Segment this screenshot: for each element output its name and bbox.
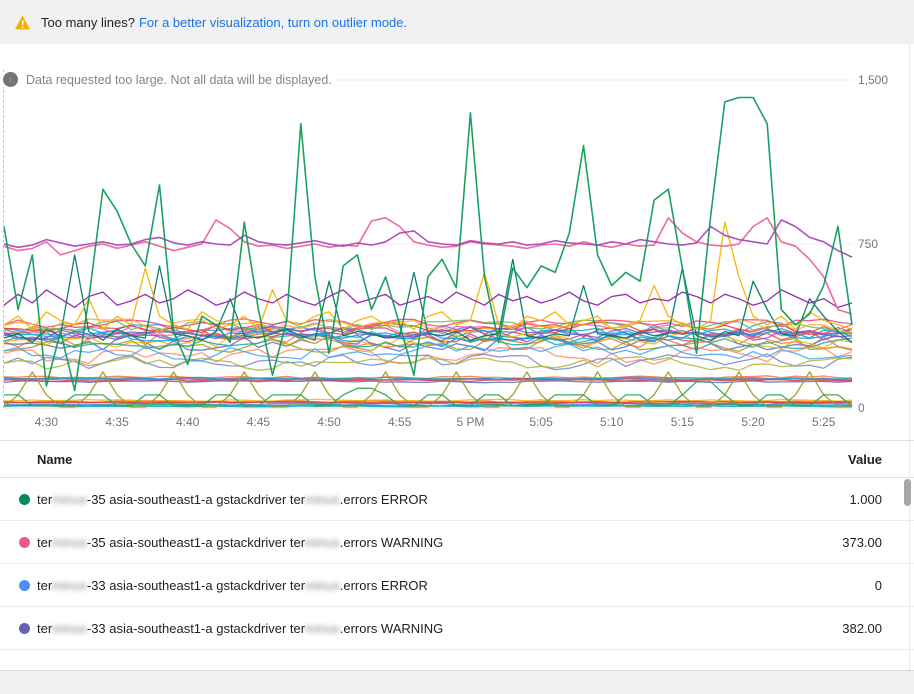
- series-value: 373.00: [842, 534, 882, 550]
- x-tick-label: 4:40: [176, 415, 200, 429]
- legend-table-body: terminus-35 asia-southeast1-a gstackdriv…: [0, 478, 914, 650]
- series-color-dot: [19, 622, 30, 634]
- notice-text: Data requested too large. Not all data w…: [26, 72, 332, 87]
- legend-table-header: Name Value: [0, 441, 914, 478]
- scrollbar-thumb[interactable]: [904, 479, 911, 506]
- redacted-text: minus: [52, 534, 87, 550]
- chart-canvas[interactable]: [0, 78, 900, 412]
- redacted-text: minus: [52, 577, 87, 593]
- redacted-text: minus: [305, 620, 340, 636]
- legend-row[interactable]: terminus-35 asia-southeast1-a gstackdriv…: [0, 521, 914, 564]
- chart-line: [3, 328, 853, 345]
- x-tick-label: 5:05: [529, 415, 553, 429]
- legend-table: Name Value terminus-35 asia-southeast1-a…: [0, 440, 914, 671]
- chart-line: [3, 327, 853, 350]
- data-size-notice: i Data requested too large. Not all data…: [3, 72, 338, 87]
- x-tick-label: 4:35: [105, 415, 129, 429]
- x-tick-label: 4:30: [34, 415, 59, 429]
- series-value: 0: [874, 577, 882, 593]
- legend-row[interactable]: terminus-35 asia-southeast1-a gstackdriv…: [0, 478, 914, 521]
- series-color-dot: [19, 579, 30, 591]
- series-name: terminus-35 asia-southeast1-a gstackdriv…: [37, 534, 444, 550]
- x-axis-labels: 4:30 4:35 4:40 4:45 4:50 4:55 5 PM 5:05 5:10 5:15…: [0, 415, 914, 431]
- name-column-header: Name: [37, 451, 73, 467]
- x-tick-label: 4:50: [317, 415, 341, 429]
- chart-line: [3, 331, 853, 349]
- chart-line: [4, 381, 853, 407]
- series-name: terminus-33 asia-southeast1-a gstackdriv…: [37, 620, 444, 636]
- chart-line: [3, 289, 853, 309]
- bottom-gutter: [0, 671, 914, 694]
- legend-row[interactable]: terminus-33 asia-southeast1-a gstackdriv…: [0, 607, 914, 650]
- chart-line: [3, 318, 853, 329]
- chart-line: [3, 96, 853, 392]
- chart-line: [3, 219, 853, 258]
- info-icon: i: [3, 72, 18, 87]
- chart-line: [3, 378, 853, 382]
- series-value: 382.00: [842, 620, 882, 636]
- warning-banner: Too many lines? For a better visualizati…: [0, 0, 914, 44]
- redacted-text: minus: [305, 491, 340, 507]
- chart-line: [3, 217, 853, 315]
- chart-line: [3, 343, 853, 362]
- redacted-text: minus: [52, 491, 87, 507]
- outlier-mode-link[interactable]: For a better visualization, turn on outl…: [138, 14, 408, 30]
- redacted-text: minus: [305, 577, 340, 593]
- series-value: 1.000: [849, 491, 882, 507]
- chart-line: [3, 334, 853, 350]
- chart-left-crop-edge: [3, 70, 4, 408]
- chart-line: [3, 221, 853, 330]
- chart-line: [3, 400, 853, 404]
- x-tick-label: 4:45: [246, 415, 271, 429]
- legend-row[interactable]: terminus-33 asia-southeast1-a gstackdriv…: [0, 564, 914, 607]
- chart-line: [3, 319, 853, 334]
- chart-line: [3, 371, 852, 408]
- x-tick-label: 5:15: [670, 415, 695, 429]
- banner-text: Too many lines?: [41, 14, 135, 30]
- x-tick-label: 5:25: [812, 415, 836, 429]
- warning-icon: [15, 15, 30, 29]
- redacted-text: minus: [52, 620, 87, 636]
- x-tick-label: 4:55: [388, 415, 412, 429]
- x-tick-label: 5:20: [741, 415, 765, 429]
- y-tick-label: 750: [858, 237, 879, 251]
- chart-line: [3, 356, 853, 371]
- series-color-dot: [19, 536, 30, 548]
- x-tick-label: 5 PM: [456, 415, 485, 429]
- value-column-header: Value: [848, 451, 882, 467]
- series-name: terminus-35 asia-southeast1-a gstackdriv…: [37, 491, 428, 507]
- chart-line: [3, 254, 853, 344]
- x-tick-label: 5:10: [600, 415, 624, 429]
- redacted-text: minus: [305, 534, 340, 550]
- scrollbar-track[interactable]: [909, 44, 910, 670]
- chart-line: [3, 353, 853, 371]
- y-tick-label: 0: [858, 401, 865, 415]
- chart-line: [3, 376, 853, 380]
- series-name: terminus-33 asia-southeast1-a gstackdriv…: [37, 577, 428, 593]
- chart-line: [3, 398, 853, 403]
- timeseries-chart[interactable]: [0, 78, 900, 412]
- series-color-dot: [19, 493, 30, 505]
- legend-table-partial-row: [0, 650, 914, 671]
- chart-line: [3, 318, 853, 334]
- y-tick-label: 1,500: [858, 73, 889, 87]
